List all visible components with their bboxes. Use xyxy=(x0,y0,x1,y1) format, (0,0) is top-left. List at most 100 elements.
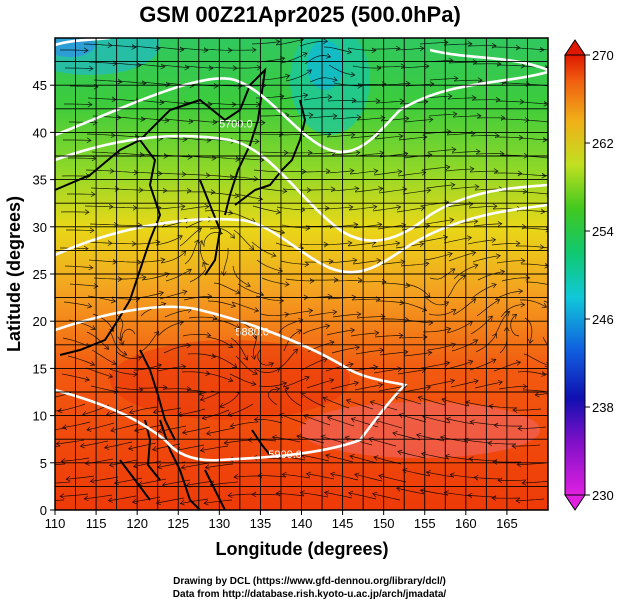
streamline xyxy=(524,119,548,123)
streamline-arrow xyxy=(550,84,554,89)
streamline xyxy=(395,47,424,51)
streamline xyxy=(518,137,547,141)
streamline xyxy=(422,328,451,333)
streamline xyxy=(306,473,335,480)
streamline xyxy=(60,493,89,497)
streamline-arrow xyxy=(108,461,115,468)
streamline-arrow xyxy=(534,391,540,398)
streamline-arrow xyxy=(499,269,506,275)
streamline xyxy=(519,101,548,105)
streamline-arrow xyxy=(93,283,99,289)
streamline-arrow xyxy=(356,114,362,121)
colorbar-tick-label: 246 xyxy=(592,312,614,327)
colorbar-max-arrow xyxy=(564,39,586,56)
streamline-arrow xyxy=(65,476,71,482)
streamline xyxy=(223,247,229,276)
streamline xyxy=(499,190,528,193)
streamline-arrow xyxy=(392,431,398,437)
streamline-arrow xyxy=(154,330,160,337)
streamline-arrow xyxy=(152,409,158,415)
streamline-arrow xyxy=(284,73,291,80)
streamline xyxy=(420,201,449,207)
streamline-arrow xyxy=(254,138,260,145)
streamline xyxy=(447,97,477,100)
streamline xyxy=(326,134,355,138)
streamline xyxy=(180,498,209,504)
streamline-arrow xyxy=(452,111,458,117)
streamline xyxy=(186,191,216,193)
streamline xyxy=(233,229,255,250)
streamline-arrow xyxy=(229,174,235,180)
streamline-arrow xyxy=(419,488,426,494)
streamline-arrow xyxy=(347,240,353,246)
streamline-arrow xyxy=(325,323,331,330)
streamline-arrow xyxy=(449,472,455,478)
streamline-arrow xyxy=(491,283,497,289)
streamline xyxy=(112,62,141,66)
streamline xyxy=(327,416,355,427)
streamline xyxy=(494,172,523,174)
contour-upper xyxy=(55,70,548,154)
streamline xyxy=(429,268,456,280)
streamline xyxy=(66,229,95,231)
streamline xyxy=(352,65,381,69)
streamline xyxy=(512,444,541,447)
streamline-arrow xyxy=(84,460,90,466)
y-tick-label: 40 xyxy=(33,125,47,140)
streamline xyxy=(445,360,473,370)
contour-label: 5900.0 xyxy=(268,449,302,461)
streamline-arrow xyxy=(541,172,547,179)
streamline xyxy=(230,421,259,427)
streamline xyxy=(162,479,191,486)
x-tick-label: 155 xyxy=(414,516,436,531)
streamline-arrow xyxy=(427,350,433,356)
streamline xyxy=(60,49,89,51)
streamline xyxy=(248,439,277,442)
streamline xyxy=(402,469,431,477)
streamline xyxy=(517,462,546,465)
streamline xyxy=(470,421,499,426)
streamline xyxy=(112,260,141,263)
streamline-arrow xyxy=(373,455,379,461)
streamline xyxy=(212,318,240,329)
streamline xyxy=(93,277,122,280)
colorbar-tick-label: 254 xyxy=(592,224,614,239)
streamline xyxy=(55,427,67,430)
streamline-arrow xyxy=(249,245,255,251)
streamline-arrow xyxy=(236,119,242,126)
streamline-arrow xyxy=(199,447,205,453)
colorbar-tick-label: 230 xyxy=(592,488,614,503)
streamline xyxy=(183,101,212,105)
streamline xyxy=(86,422,115,431)
streamline-arrow xyxy=(427,152,433,158)
streamline-arrow xyxy=(133,169,139,176)
streamline xyxy=(107,44,136,48)
streamline xyxy=(138,478,167,485)
streamline-arrow xyxy=(180,203,186,210)
streamline xyxy=(516,245,544,248)
streamline-arrow xyxy=(117,78,123,85)
streamline xyxy=(517,173,546,177)
streamline xyxy=(176,444,205,451)
streamline-arrow xyxy=(324,205,330,211)
streamline-arrow xyxy=(329,340,335,346)
streamline-arrow xyxy=(55,440,61,447)
streamline-arrow xyxy=(177,235,183,241)
streamline-arrow xyxy=(151,446,158,452)
streamline-arrow xyxy=(511,313,518,319)
streamline-arrow xyxy=(515,360,522,366)
streamline xyxy=(186,480,215,486)
streamline-arrow xyxy=(137,355,143,361)
chart-title: GSM 00Z21Apr2025 (500.0hPa) xyxy=(139,2,461,27)
streamline-arrow xyxy=(179,500,185,506)
streamline-arrow xyxy=(448,57,454,64)
streamline xyxy=(403,352,432,357)
streamline-arrow xyxy=(229,233,235,239)
streamline xyxy=(418,396,446,406)
streamline-arrow xyxy=(471,95,477,101)
streamline-arrow xyxy=(86,426,92,432)
streamline xyxy=(425,219,454,225)
streamline xyxy=(253,169,282,173)
streamline-arrow xyxy=(488,403,494,410)
streamline-arrow xyxy=(450,268,456,274)
